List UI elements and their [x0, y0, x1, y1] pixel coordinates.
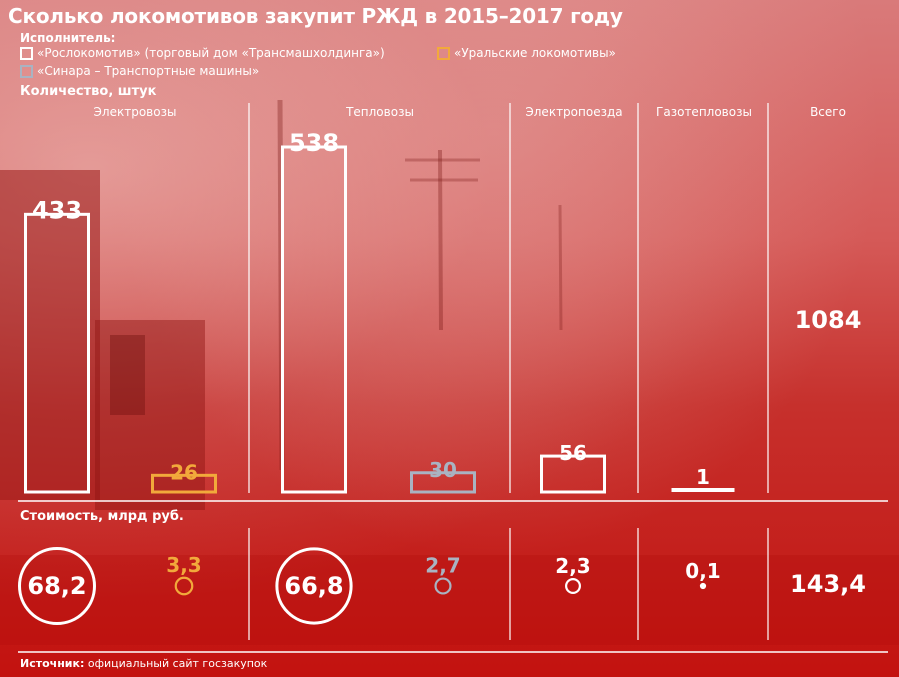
column-header-gas-locomotives: Газотепловозы: [656, 105, 752, 119]
cost-circle: [565, 578, 581, 594]
cost-value-label: 68,2: [27, 572, 86, 600]
bar: [671, 488, 735, 492]
bar-value-label: 56: [559, 441, 587, 465]
cost-circle: [699, 582, 707, 590]
legend-item-roslokomotiv: «Рослокомотив» (торговый дом «Трансмашхо…: [20, 46, 385, 60]
bar: [281, 145, 347, 494]
cost-circle: [174, 576, 194, 596]
cost-value-label: 2,7: [425, 554, 460, 578]
source-note: Источник: официальный сайт госзакупок: [20, 657, 267, 670]
cost-circle: [275, 547, 353, 625]
bar-value-label: 1: [696, 465, 710, 489]
column-header-total: Всего: [810, 105, 846, 119]
bar: [540, 454, 606, 494]
bar-value-label: 538: [289, 129, 339, 157]
bar-value-label: 433: [32, 196, 82, 224]
legend-heading: Исполнитель:: [20, 31, 116, 45]
legend-label: «Уральские локомотивы»: [454, 46, 616, 60]
legend-swatch-orange: [437, 46, 450, 60]
total-quantity-label: 1084: [794, 306, 862, 334]
bar: [410, 471, 476, 494]
bar-value-label: 26: [170, 460, 198, 484]
quantity-axis-label: Количество, штук: [20, 84, 157, 99]
source-text: официальный сайт госзакупок: [87, 657, 268, 670]
legend-swatch-gray: [20, 64, 33, 78]
cost-value-label: 3,3: [166, 553, 201, 577]
legend-item-uralskie: «Уральские локомотивы»: [437, 46, 616, 60]
legend-item-sinara: «Синара – Транспортные машины»: [20, 64, 259, 78]
source-label: Источник:: [20, 657, 85, 670]
legend-label: «Рослокомотив» (торговый дом «Трансмашхо…: [37, 46, 385, 60]
cost-circle: [18, 547, 96, 625]
chart-title: Сколько локомотивов закупит РЖД в 2015–2…: [8, 4, 623, 28]
column-header-electric-locomotives: Электровозы: [93, 105, 177, 119]
legend-swatch-white: [20, 46, 33, 60]
cost-value-label: 66,8: [284, 572, 343, 600]
column-header-diesel-locomotives: Тепловозы: [346, 105, 414, 119]
bar: [151, 473, 217, 494]
cost-circle: [434, 577, 452, 595]
bar: [24, 212, 90, 494]
cost-section-label: Стоимость, млрд руб.: [20, 509, 184, 524]
bar-value-label: 30: [429, 458, 457, 482]
cost-value-label: 0,1: [685, 559, 720, 583]
column-header-electric-trains: Электропоезда: [525, 105, 623, 119]
total-cost-label: 143,4: [790, 570, 866, 598]
cost-value-label: 2,3: [555, 554, 590, 578]
legend-label: «Синара – Транспортные машины»: [37, 64, 260, 78]
